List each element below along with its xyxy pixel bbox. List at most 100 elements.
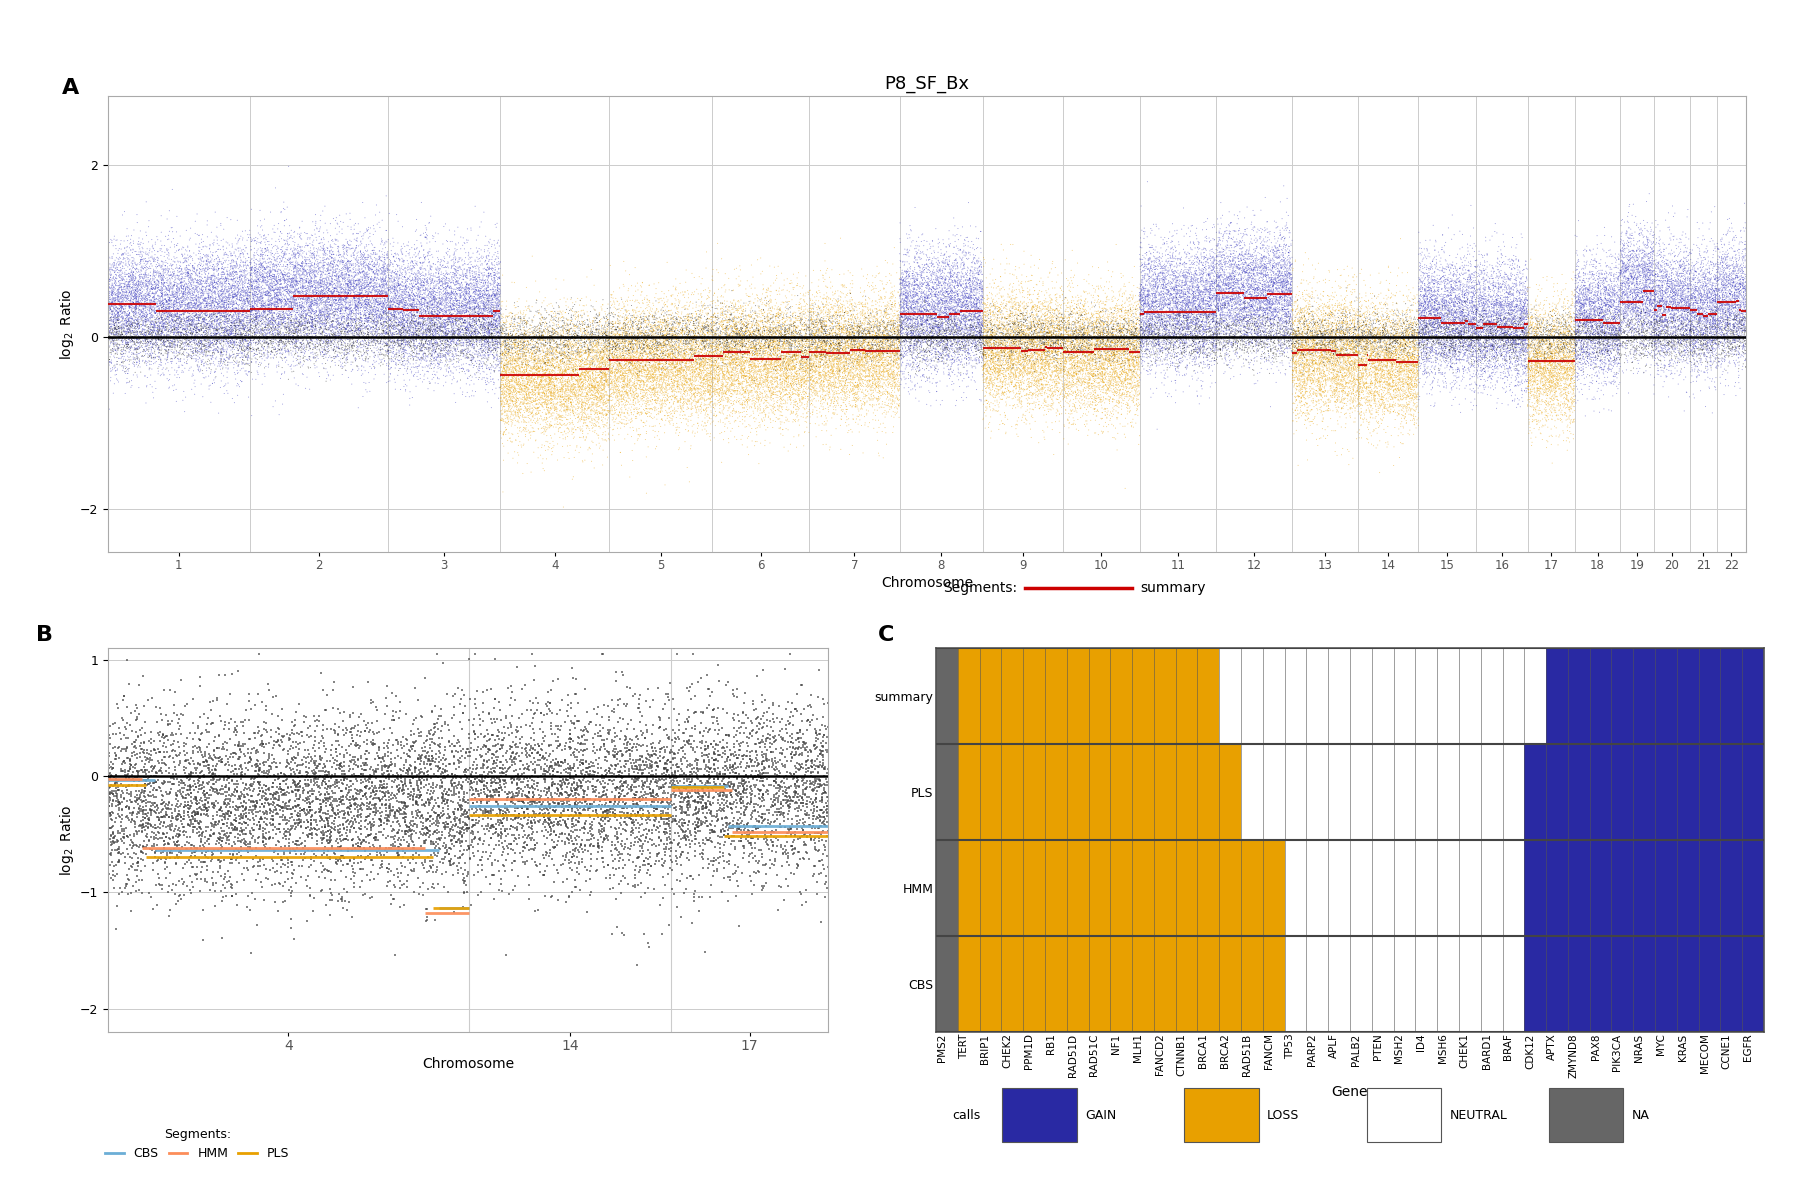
Point: [488, 354, 517, 373]
Point: [317, 322, 346, 341]
Point: [1400, 322, 1429, 341]
Point: [999, 314, 1028, 334]
Point: [202, 362, 230, 382]
Point: [1141, 257, 1170, 276]
Point: [268, 326, 297, 346]
Point: [1485, 252, 1514, 271]
Point: [1400, 415, 1429, 434]
Point: [1602, 263, 1631, 282]
Point: [583, 758, 612, 778]
Point: [1553, 311, 1582, 330]
Point: [283, 796, 311, 815]
Point: [1399, 347, 1427, 366]
Point: [769, 362, 797, 382]
Point: [524, 390, 553, 409]
Point: [365, 294, 394, 313]
Point: [1073, 361, 1102, 380]
Point: [239, 305, 268, 324]
Point: [1526, 337, 1555, 356]
Point: [967, 316, 995, 335]
Point: [859, 301, 887, 320]
Point: [234, 284, 263, 304]
Point: [1037, 299, 1066, 318]
Point: [1235, 264, 1264, 283]
Point: [470, 751, 499, 770]
Point: [992, 367, 1021, 386]
Point: [842, 355, 871, 374]
Point: [1159, 335, 1188, 354]
Point: [558, 326, 587, 346]
Point: [340, 288, 369, 307]
Point: [1573, 307, 1602, 326]
Point: [1267, 229, 1296, 248]
Point: [1386, 349, 1415, 368]
Point: [504, 332, 533, 352]
Point: [398, 822, 427, 841]
Point: [580, 352, 608, 371]
Point: [702, 362, 731, 382]
Point: [137, 814, 166, 833]
Point: [878, 366, 907, 385]
Point: [250, 259, 279, 278]
Point: [1161, 282, 1190, 301]
Point: [1413, 282, 1442, 301]
Point: [1334, 275, 1363, 294]
Point: [1726, 301, 1755, 320]
Point: [1163, 294, 1192, 313]
Point: [886, 233, 914, 252]
Point: [405, 350, 434, 370]
Point: [378, 245, 407, 264]
Point: [958, 280, 986, 299]
Point: [229, 325, 257, 344]
Point: [1694, 329, 1723, 348]
Point: [185, 334, 214, 353]
Point: [364, 322, 392, 341]
Point: [1330, 308, 1359, 328]
Point: [832, 292, 860, 311]
Point: [743, 346, 772, 365]
Point: [1055, 313, 1084, 332]
Point: [439, 319, 468, 338]
Point: [414, 791, 443, 810]
Point: [1269, 355, 1298, 374]
Point: [1237, 276, 1265, 295]
Point: [821, 306, 850, 325]
Point: [518, 343, 547, 362]
Point: [1172, 340, 1201, 359]
Point: [1532, 322, 1561, 341]
Point: [553, 770, 581, 790]
Point: [576, 370, 605, 389]
Point: [1384, 307, 1413, 326]
Point: [214, 325, 243, 344]
Point: [1449, 301, 1478, 320]
Point: [691, 318, 720, 337]
Point: [1616, 313, 1645, 332]
Point: [1588, 280, 1616, 299]
Point: [1510, 356, 1539, 376]
Point: [1692, 322, 1721, 341]
Point: [365, 304, 394, 323]
Point: [1030, 334, 1058, 353]
Point: [193, 304, 221, 323]
Point: [810, 326, 839, 346]
Point: [1060, 300, 1089, 319]
Point: [144, 822, 173, 841]
Point: [412, 269, 441, 288]
Point: [211, 323, 239, 342]
Point: [1406, 313, 1435, 332]
Point: [972, 316, 1001, 335]
Point: [1634, 307, 1663, 326]
Point: [1287, 308, 1316, 328]
Point: [580, 378, 608, 397]
Point: [229, 318, 257, 337]
Point: [1184, 312, 1213, 331]
Point: [1224, 322, 1253, 341]
Point: [268, 288, 297, 307]
Point: [729, 368, 758, 388]
Point: [1474, 332, 1503, 352]
Point: [1280, 359, 1309, 378]
Point: [1368, 365, 1397, 384]
Point: [1030, 344, 1058, 364]
Point: [610, 320, 639, 340]
Point: [283, 328, 311, 347]
